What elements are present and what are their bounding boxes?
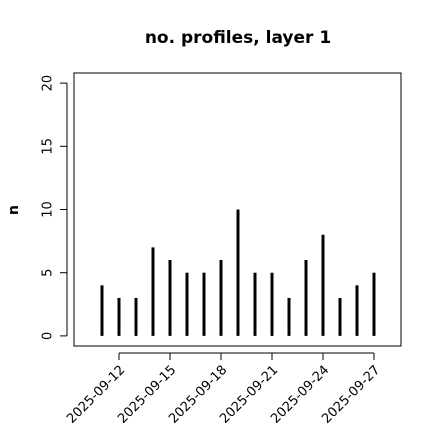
y-tick-label: 5 [41, 269, 56, 277]
y-tick-label: 10 [41, 201, 56, 218]
chart-title: no. profiles, layer 1 [145, 28, 331, 48]
y-tick-label: 20 [41, 75, 56, 92]
plot-box [73, 72, 402, 347]
y-axis-label: n [6, 205, 22, 215]
y-tick-label: 0 [41, 332, 56, 340]
y-tick-label: 15 [41, 138, 56, 155]
